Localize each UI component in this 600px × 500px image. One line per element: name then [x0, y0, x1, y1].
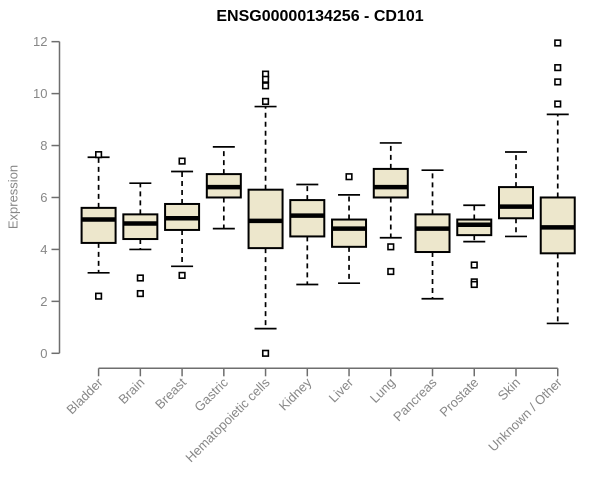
outlier-point-breast [178, 157, 186, 165]
x-tick-label-lung: Lung [367, 375, 398, 406]
outlier-point-hematopoietic-cells [261, 75, 270, 83]
y-tick-label: 6 [40, 190, 47, 205]
outlier-point-hematopoietic-cells [261, 97, 270, 105]
outlier-point-lung [387, 267, 395, 276]
y-tick-label: 0 [40, 346, 47, 361]
box-liver [331, 218, 368, 248]
box-prostate [456, 218, 493, 237]
box-brain [122, 213, 159, 241]
outlier-point-prostate [470, 261, 478, 269]
y-tick-label: 2 [40, 294, 47, 309]
outlier-point-lung [387, 243, 395, 251]
x-tick-label-brain: Brain [115, 375, 147, 407]
y-tick-label: 8 [40, 138, 47, 153]
x-tick-label-gastric: Gastric [191, 374, 231, 414]
x-tick-label-liver: Liver [326, 374, 357, 405]
x-tick-label-prostate: Prostate [437, 375, 482, 420]
outlier-point-breast [178, 271, 186, 279]
x-tick-label-pancreas: Pancreas [390, 374, 440, 424]
x-tick-label-breast: Breast [152, 375, 189, 412]
outlier-point-bladder [95, 292, 103, 300]
outlier-point-unknown-other [554, 64, 562, 72]
y-tick-label: 12 [33, 34, 47, 49]
outlier-point-liver [345, 173, 353, 181]
outlier-point-unknown-other [554, 100, 562, 108]
box-lung [372, 167, 409, 199]
x-tick-label-bladder: Bladder [63, 374, 106, 417]
outlier-point-brain [136, 274, 144, 282]
outlier-point-brain [136, 289, 144, 298]
box-kidney [289, 199, 326, 238]
outlier-point-hematopoietic-cells [261, 349, 270, 357]
outlier-point-prostate [470, 280, 478, 289]
x-tick-label-kidney: Kidney [276, 374, 315, 413]
box-skin [498, 186, 534, 220]
y-tick-label: 4 [40, 242, 47, 257]
box-bladder [80, 206, 117, 244]
x-tick-label-skin: Skin [495, 375, 523, 403]
outlier-point-unknown-other [554, 39, 562, 47]
x-tick-label-unknown-other: Unknown / Other [485, 374, 565, 454]
y-tick-label: 10 [33, 86, 47, 101]
outlier-point-unknown-other [554, 78, 562, 86]
chart-title: ENSG00000134256 - CD101 [216, 8, 424, 25]
outlier-point-bladder [95, 151, 103, 159]
outlier-point-hematopoietic-cells [261, 82, 270, 90]
box-pancreas [414, 213, 451, 254]
